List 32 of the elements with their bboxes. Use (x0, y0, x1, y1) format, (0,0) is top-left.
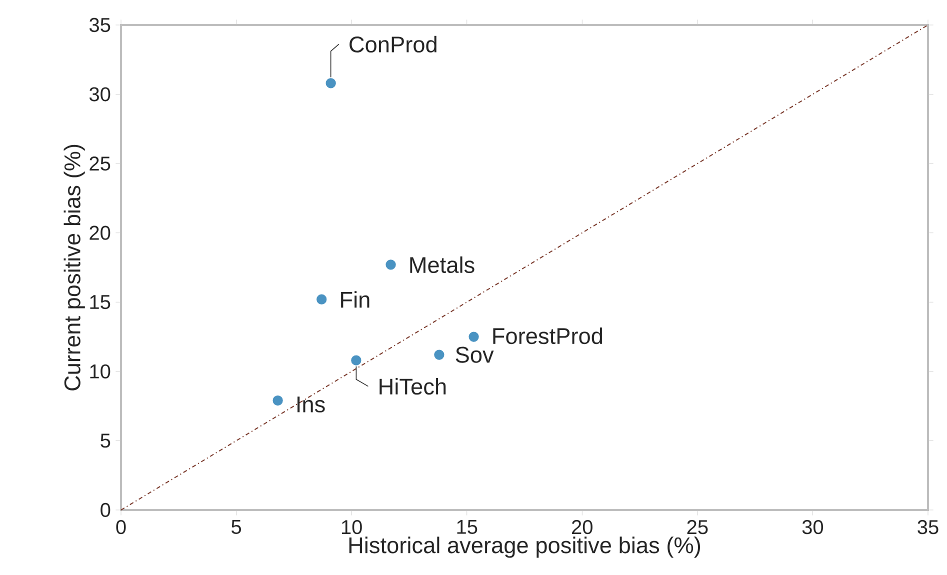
annotation: Sov (456, 346, 494, 363)
x-tick-label: 25 (687, 520, 708, 534)
y-tick-label: 10 (90, 364, 110, 378)
point (468, 332, 479, 342)
annotation: ConProd (350, 36, 436, 53)
x-tick-label: 10 (342, 520, 362, 534)
annotation: HiTech (380, 378, 446, 395)
point (316, 294, 327, 304)
point (386, 260, 396, 270)
annotation: Fin (341, 291, 370, 308)
point (272, 395, 283, 406)
x-tick-label: 30 (802, 520, 824, 534)
annotation: Ins (297, 396, 325, 412)
point (326, 78, 336, 88)
x-axis-title: Historical average positive bias (%) (349, 536, 700, 558)
y-tick-label: 25 (90, 156, 110, 171)
x-tick-label: 35 (918, 520, 938, 534)
y-tick-label: 30 (89, 87, 110, 102)
annotation: ForestProd (493, 327, 602, 344)
x-tick-label: 15 (457, 520, 478, 534)
y-tick-label: 5 (100, 434, 110, 448)
y-tick-label: 20 (90, 226, 110, 240)
x-tick-label: 0 (116, 520, 126, 534)
point (434, 350, 444, 360)
x-tick-label: 5 (232, 520, 242, 534)
y-tick-label: 0 (100, 502, 110, 518)
y-tick-label: 35 (89, 18, 110, 32)
y-tick-label: 15 (90, 295, 110, 310)
point (351, 355, 362, 366)
x-tick-label: 20 (572, 520, 592, 534)
annotation: Metals (410, 256, 474, 274)
y-axis-title: Current positive bias (%) (64, 144, 85, 390)
